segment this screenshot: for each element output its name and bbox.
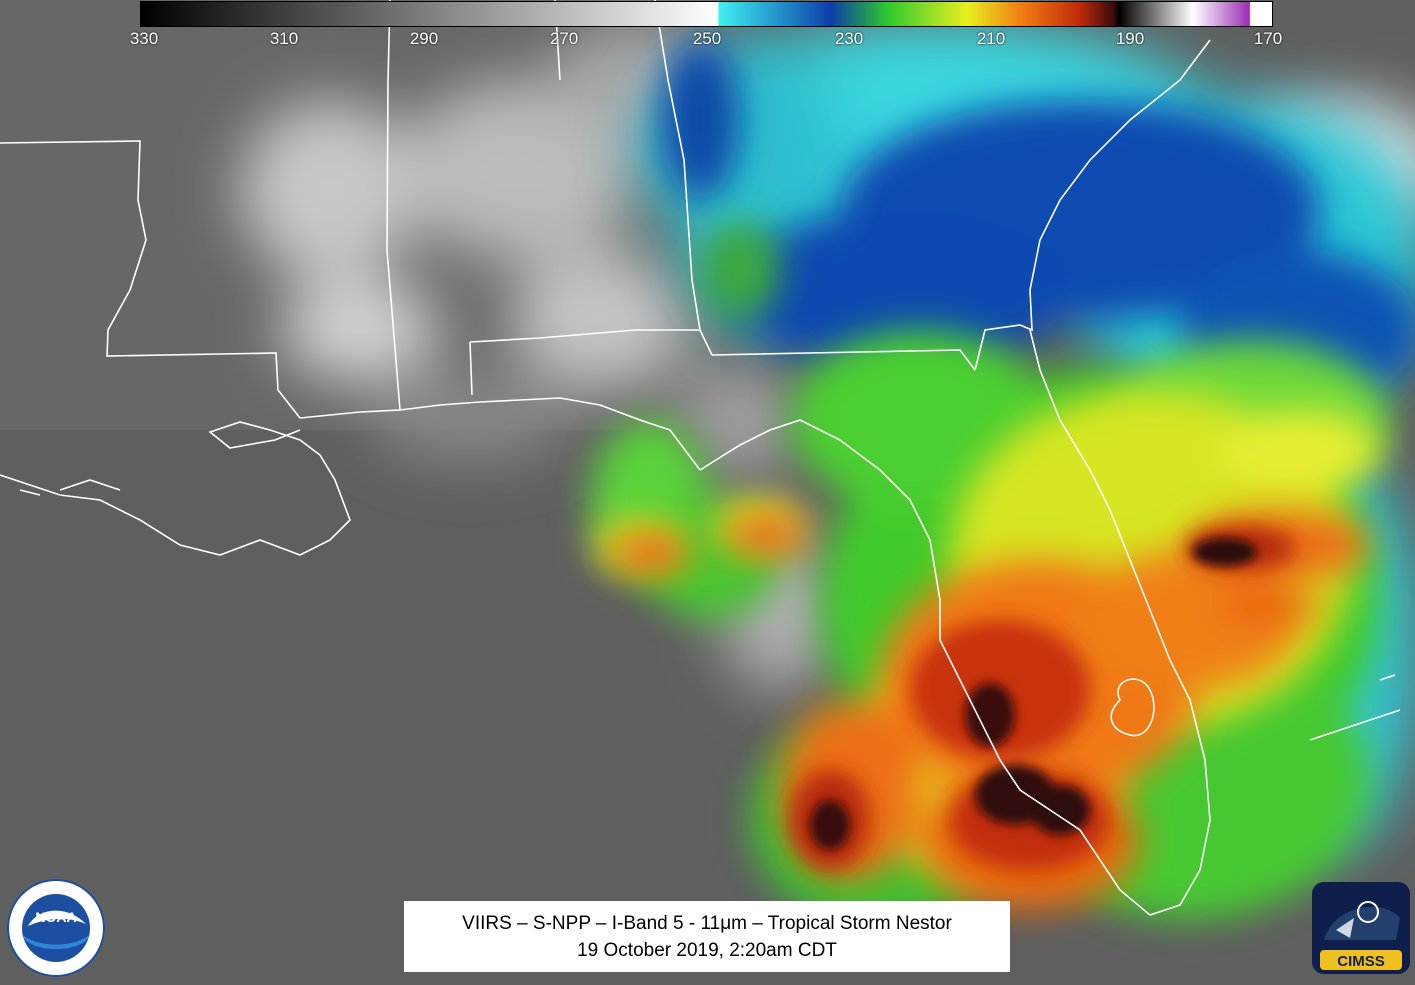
tick-label: 230 bbox=[835, 29, 863, 49]
tick-label: 170 bbox=[1254, 29, 1282, 49]
colorbar-tick-labels: 330 310 290 270 250 230 210 190 170 bbox=[0, 29, 1415, 51]
caption-date: 19 October 2019, 2:20am CDT bbox=[404, 937, 1010, 964]
tick-label: 270 bbox=[550, 29, 578, 49]
tick-label: 330 bbox=[130, 29, 158, 49]
cimss-logo-text: CIMSS bbox=[1337, 953, 1385, 970]
tick-label: 310 bbox=[270, 29, 298, 49]
noaa-logo: NOAA bbox=[6, 878, 106, 978]
noaa-logo-text: NOAA bbox=[35, 909, 76, 925]
caption-title: VIIRS – S-NPP – I-Band 5 - 11μm – Tropic… bbox=[404, 910, 1010, 937]
cimss-logo: CIMSS bbox=[1310, 878, 1412, 978]
tick-label: 210 bbox=[977, 29, 1005, 49]
temperature-colorbar bbox=[140, 1, 1273, 27]
tick-label: 290 bbox=[410, 29, 438, 49]
tick-label: 250 bbox=[693, 29, 721, 49]
image-caption: VIIRS – S-NPP – I-Band 5 - 11μm – Tropic… bbox=[404, 901, 1010, 972]
tick-label: 190 bbox=[1116, 29, 1144, 49]
